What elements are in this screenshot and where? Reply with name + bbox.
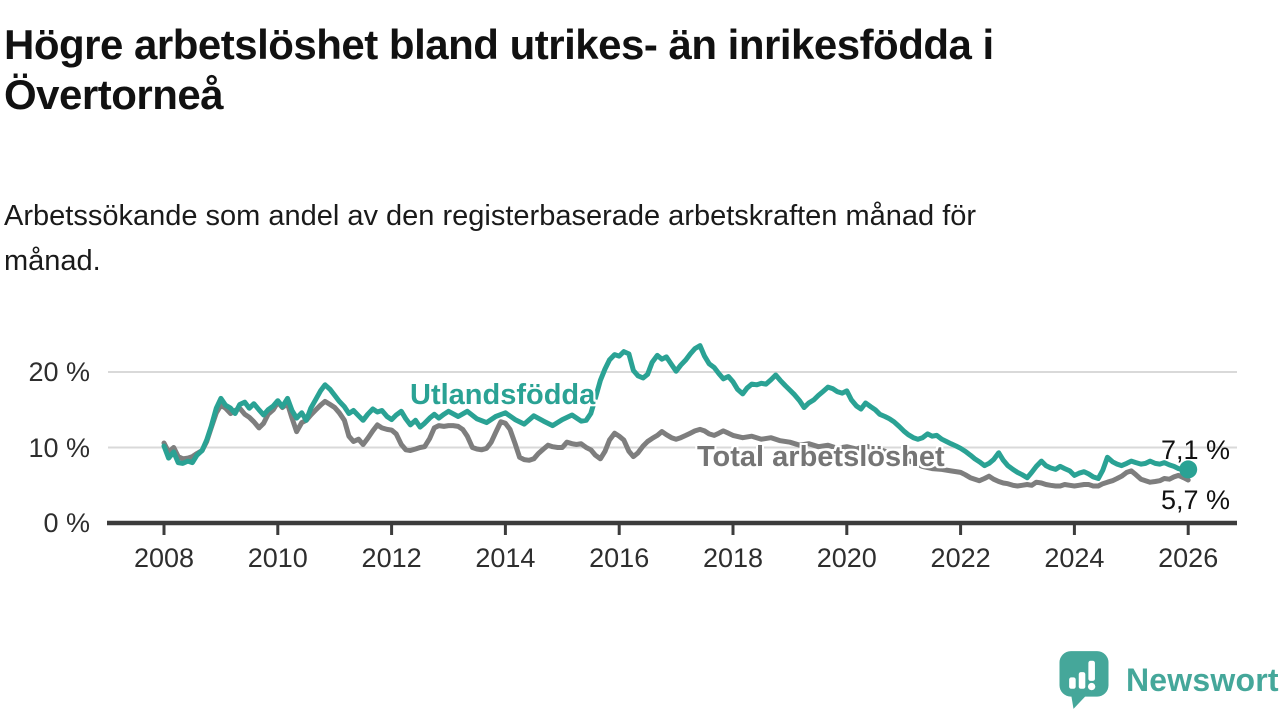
x-tick-label: 2024 bbox=[1044, 543, 1105, 573]
y-tick-label: 10 % bbox=[28, 432, 90, 463]
page-title-line2: Övertorneå bbox=[4, 71, 224, 119]
chart-subtitle-line1: Arbetssökande som andel av den registerb… bbox=[4, 200, 977, 232]
newsworthy-bubble-chart-icon bbox=[1059, 651, 1109, 709]
x-tick-label: 2016 bbox=[589, 543, 650, 573]
chart-subtitle: Arbetssökande som andel av den registerb… bbox=[4, 194, 1204, 284]
series-label-utlandsfodda: Utlandsfödda bbox=[410, 379, 596, 411]
x-tick-label: 2026 bbox=[1158, 543, 1219, 573]
end-value-utlandsfodda: 7,1 % bbox=[1160, 435, 1230, 465]
x-tick-label: 2022 bbox=[930, 543, 991, 573]
newsworthy-logo: Newsworthy bbox=[1056, 650, 1280, 710]
x-tick-label: 2012 bbox=[361, 543, 422, 573]
latest-value-dot bbox=[1179, 460, 1198, 479]
line-chart-svg bbox=[107, 343, 1237, 535]
newsworthy-brand-name: Newsworthy bbox=[1126, 661, 1280, 698]
page-title: Högre arbetslöshet bland utrikes- än inr… bbox=[4, 20, 1184, 121]
series-line-total-arbetsl-shet bbox=[161, 398, 1191, 489]
line-chart: 0 % 10 % 20 % 2008 2010 2012 2014 2016 2018 2020… bbox=[0, 325, 1280, 590]
series-label-total-arbetsloshet: Total arbetslöshet bbox=[697, 441, 945, 473]
x-tick-label: 2008 bbox=[133, 543, 195, 573]
x-tick-label: 2014 bbox=[475, 543, 536, 573]
x-tick-label: 2010 bbox=[247, 543, 308, 573]
x-tick-label: 2020 bbox=[816, 543, 877, 573]
page-title-line1: Högre arbetslöshet bland utrikes- än inr… bbox=[4, 21, 994, 68]
chart-subtitle-line2: månad. bbox=[4, 244, 101, 277]
y-tick-label: 0 % bbox=[43, 508, 90, 538]
series-line-utlandsf-dda bbox=[161, 343, 1191, 481]
y-tick-label: 20 % bbox=[28, 357, 90, 387]
x-tick-label: 2018 bbox=[702, 543, 764, 573]
end-value-total-arbetsloshet: 5,7 % bbox=[1160, 485, 1230, 515]
